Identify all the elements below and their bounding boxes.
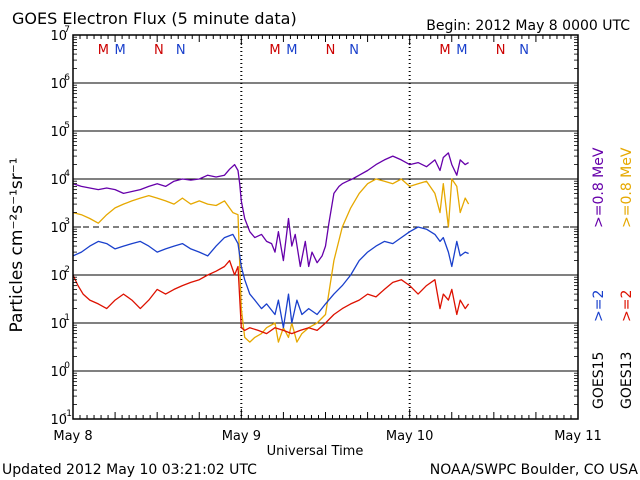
y-tick-label: 10 (50, 317, 67, 332)
y-tick-label: 10 (50, 125, 67, 140)
y-tick-exponent: -1 (63, 409, 72, 419)
legend-entry: GOES15 (591, 352, 607, 409)
y-tick-exponent: 0 (64, 361, 70, 371)
day-marker-label: N (176, 43, 186, 58)
x-tick-label: May 8 (53, 429, 92, 444)
y-tick-label: 10 (50, 365, 67, 380)
y-tick-exponent: 2 (64, 265, 70, 275)
series-lines (72, 152, 470, 343)
y-tick-label: 10 (50, 173, 67, 188)
series-line (72, 226, 469, 329)
y-tick-exponent: 4 (64, 169, 70, 179)
y-tick-label: 10 (50, 221, 67, 236)
series-line (72, 259, 470, 335)
x-tick-label: May 10 (386, 429, 434, 444)
day-marker-label: N (496, 43, 506, 58)
day-marker-label: N (519, 43, 529, 58)
y-tick-label: 10 (50, 269, 67, 284)
x-tick-label: May 11 (554, 429, 602, 444)
legend-entry: >=0.8 MeV (619, 147, 635, 228)
y-tick-label: 10 (50, 29, 67, 44)
legend-entry: GOES13 (619, 352, 635, 409)
legend: >=0.8 MeV >=0.8 MeV >=2 >=2 GOES15 GOES13 (591, 147, 635, 409)
series-line (72, 178, 470, 343)
x-tick-label: May 9 (222, 429, 261, 444)
y-tick-label: 10 (50, 77, 67, 92)
day-marker-label: M (98, 43, 109, 58)
day-marker-label: M (269, 43, 280, 58)
day-marker-label: N (154, 43, 164, 58)
day-marker-label: N (326, 43, 336, 58)
y-tick-exponent: 1 (64, 313, 70, 323)
y-axis-label: Particles cm⁻²s⁻¹sr⁻¹ (7, 157, 27, 332)
y-tick-label: 10 (50, 413, 67, 428)
x-axis-label: Universal Time (267, 444, 364, 459)
legend-entry: >=2 (591, 290, 607, 322)
y-tick-exponent: 7 (64, 25, 70, 35)
legend-entry: >=0.8 MeV (591, 147, 607, 228)
day-marker-label: M (456, 43, 467, 58)
day-marker-label: N (349, 43, 359, 58)
legend-entry: >=2 (619, 290, 635, 322)
begin-label: Begin: 2012 May 8 0000 UTC (426, 18, 630, 34)
day-marker-label: M (286, 43, 297, 58)
chart-title: GOES Electron Flux (5 minute data) (12, 9, 297, 28)
day-marker-label: M (115, 43, 126, 58)
updated-timestamp: Updated 2012 May 10 03:21:02 UTC (2, 462, 257, 478)
gridlines (73, 35, 578, 419)
source-credit: NOAA/SWPC Boulder, CO USA (430, 462, 639, 478)
day-marker-label: M (439, 43, 450, 58)
y-tick-exponent: 3 (64, 217, 70, 227)
y-tick-exponent: 5 (64, 121, 70, 131)
series-line (72, 152, 469, 268)
y-tick-exponent: 6 (64, 73, 70, 83)
